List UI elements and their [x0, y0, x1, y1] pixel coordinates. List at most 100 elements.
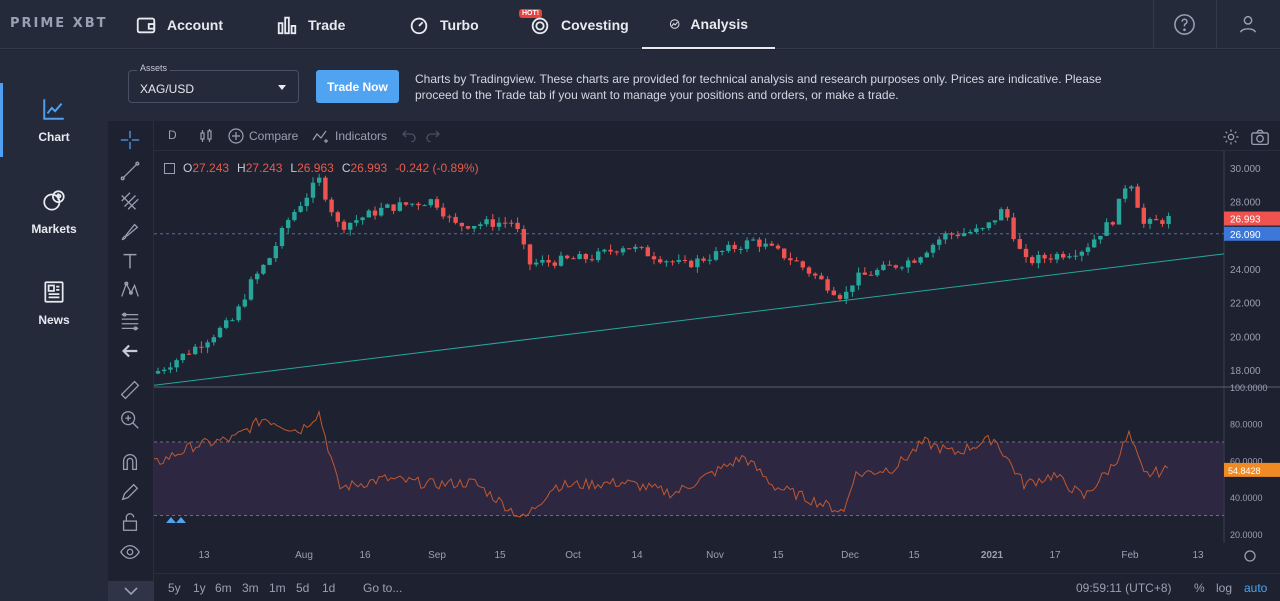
candle-body — [825, 279, 830, 291]
user-icon[interactable] — [1237, 13, 1259, 35]
indicators-button[interactable]: Indicators — [312, 128, 387, 144]
candle-body — [379, 207, 384, 216]
zoom-tool[interactable] — [119, 409, 141, 431]
candle-body — [968, 232, 973, 234]
ruler-tool[interactable] — [119, 379, 141, 401]
collapse-toolbar-button[interactable] — [108, 581, 154, 601]
sidebar-item-news[interactable]: News — [0, 263, 108, 343]
snapshot-button[interactable] — [1250, 128, 1270, 146]
nav-covesting[interactable]: Covesting — [529, 0, 629, 49]
nav-analysis-label: Analysis — [690, 15, 748, 32]
text-tool[interactable] — [119, 250, 141, 272]
candle-body — [943, 233, 948, 240]
tradingview-logo — [166, 517, 186, 523]
lock-tool[interactable] — [119, 511, 141, 533]
nav-trade[interactable]: Trade — [276, 0, 345, 49]
candle-body — [620, 248, 626, 253]
interval-button[interactable]: D — [168, 128, 177, 142]
candle-body — [1135, 186, 1140, 208]
help-icon[interactable] — [1173, 13, 1196, 36]
candle-body — [614, 251, 619, 253]
candle-body — [893, 265, 898, 268]
candle-body — [279, 227, 285, 247]
price-tick-label: 18.000 — [1230, 366, 1261, 377]
fib-tool[interactable] — [119, 310, 141, 332]
collapse-legend-icon[interactable] — [164, 163, 175, 174]
back-arrow-tool[interactable] — [119, 340, 141, 362]
magnet-icon — [122, 454, 138, 470]
visibility-tool[interactable] — [119, 541, 141, 563]
price-chart[interactable]: 30.00028.00026.00024.00022.00020.00018.0… — [154, 151, 1280, 573]
pattern-icon — [121, 281, 139, 297]
range-6m[interactable]: 6m — [215, 581, 232, 595]
pattern-tool[interactable] — [119, 279, 141, 301]
candle-body — [961, 233, 967, 237]
crosshair-tool[interactable] — [119, 129, 141, 151]
sidebar-item-chart[interactable]: Chart — [0, 80, 108, 160]
nav-turbo[interactable]: Turbo — [408, 0, 479, 49]
logo: PRIME XBT — [10, 16, 108, 31]
candle-body — [1160, 220, 1165, 224]
goto-button[interactable]: Go to... — [363, 581, 403, 595]
percent-toggle[interactable]: % — [1194, 581, 1205, 595]
pitchfork-tool[interactable] — [119, 190, 141, 212]
asset-select-value: XAG/USD — [140, 82, 195, 96]
range-1d[interactable]: 1d — [322, 581, 336, 595]
candle-body — [335, 212, 340, 222]
sidebar-item-markets[interactable]: Markets — [0, 172, 108, 252]
candle-body — [1104, 222, 1109, 236]
redo-button[interactable] — [426, 128, 440, 142]
chart-type-button[interactable] — [198, 128, 214, 144]
undo-button[interactable] — [402, 128, 416, 142]
rsi-tick-label: 60.0000 — [1230, 456, 1263, 466]
compare-button[interactable]: Compare — [228, 128, 298, 144]
range-3m[interactable]: 3m — [242, 581, 259, 595]
candle-body — [298, 206, 303, 212]
analysis-icon — [669, 18, 680, 29]
range-5d[interactable]: 5d — [296, 581, 310, 595]
price-tick-label: 22.000 — [1230, 299, 1261, 310]
candle-body — [490, 219, 495, 227]
asset-select[interactable]: Assets XAG/USD — [128, 63, 299, 103]
candle-body — [1042, 254, 1047, 259]
disclaimer-text: Charts by Tradingview. These charts are … — [415, 72, 1102, 102]
candle-body — [955, 234, 960, 237]
chart-settings-button[interactable] — [1222, 128, 1240, 146]
candle-body — [211, 337, 216, 343]
range-1m[interactable]: 1m — [269, 581, 286, 595]
candle-body — [540, 260, 545, 263]
last-price-tag — [1224, 211, 1280, 226]
sidebar-item-label: News — [38, 313, 70, 327]
time-tick-label: Oct — [565, 550, 581, 561]
trendline-tool[interactable] — [119, 160, 141, 182]
candle-body — [682, 259, 688, 261]
price-tick-label: 30.000 — [1230, 164, 1261, 175]
speedometer-icon — [410, 17, 428, 34]
candle-body — [676, 259, 681, 262]
candle-body — [292, 211, 297, 221]
log-toggle[interactable]: log — [1216, 581, 1233, 595]
candle-body — [1011, 217, 1016, 240]
sidebar-item-label: Markets — [31, 222, 77, 236]
time-axis-settings-icon — [1244, 550, 1256, 562]
camera-icon — [1251, 129, 1269, 146]
candle-body — [341, 221, 347, 230]
candle-body — [782, 248, 787, 259]
candle-body — [515, 222, 520, 230]
candle-body — [1154, 219, 1159, 221]
magnet-tool[interactable] — [119, 451, 141, 473]
nav-covesting-label: Covesting — [561, 16, 629, 33]
candle-body — [664, 261, 669, 263]
trade-now-button[interactable]: Trade Now — [316, 70, 399, 103]
range-5y[interactable]: 5y — [168, 581, 181, 595]
candle-body — [720, 250, 725, 252]
auto-toggle[interactable]: auto — [1244, 581, 1268, 595]
brush-tool[interactable] — [119, 220, 141, 242]
trend-line — [154, 253, 1225, 386]
nav-analysis[interactable]: Analysis — [642, 0, 775, 49]
indicators-label: Indicators — [335, 129, 388, 143]
nav-account[interactable]: Account — [135, 0, 223, 49]
candle-body — [1092, 239, 1097, 248]
range-1y[interactable]: 1y — [193, 581, 206, 595]
lock-drawings-tool[interactable] — [119, 481, 141, 503]
